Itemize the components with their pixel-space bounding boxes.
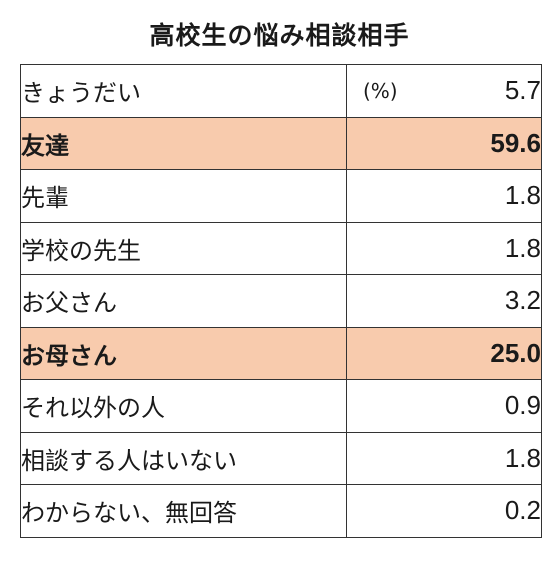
table-row: お父さん 3.2 [20,274,542,328]
row-value-cell: 59.6 [346,116,542,170]
row-label: きょうだい [20,64,347,118]
table-row: わからない、無回答 0.2 [20,484,542,538]
table-row: それ以外の人 0.9 [20,379,542,433]
row-label: 先輩 [20,169,347,223]
row-value: 59.6 [490,127,541,158]
table-row: お母さん 25.0 [20,326,542,380]
unit-label: (%) [363,78,398,103]
table-row: 相談する人はいない 1.8 [20,431,542,485]
table-row: 先輩 1.8 [20,169,542,223]
row-value-cell: 1.8 [346,169,542,223]
row-value: 5.7 [504,75,541,106]
row-value: 1.8 [504,180,541,211]
data-table: きょうだい (%) 5.7 友達 59.6 先輩 1.8 学校の先生 1.8 お父さん 3.2 お母さ… [20,64,542,538]
row-label: 相談する人はいない [20,431,347,485]
row-value-cell: 1.8 [346,431,542,485]
chart-title: 高校生の悩み相談相手 [149,21,410,50]
row-value-cell: (%) 5.7 [346,64,542,118]
row-value-cell: 0.9 [346,379,542,433]
row-value: 3.2 [504,285,541,316]
row-label: わからない、無回答 [20,484,347,538]
table-row: 学校の先生 1.8 [20,221,542,275]
row-label: 学校の先生 [20,221,347,275]
row-value-cell: 3.2 [346,274,542,328]
row-value-cell: 1.8 [346,221,542,275]
row-value: 0.9 [504,390,541,421]
row-value-cell: 0.2 [346,484,542,538]
row-label: それ以外の人 [20,379,347,433]
row-label: お母さん [20,326,347,380]
row-label: お父さん [20,274,347,328]
row-value: 0.2 [504,495,541,526]
row-value-cell: 25.0 [346,326,542,380]
row-value: 1.8 [504,442,541,473]
row-label: 友達 [20,116,347,170]
table-row: 友達 59.6 [20,116,542,170]
row-value: 1.8 [504,232,541,263]
row-value: 25.0 [490,337,541,368]
table-row: きょうだい (%) 5.7 [20,64,542,118]
